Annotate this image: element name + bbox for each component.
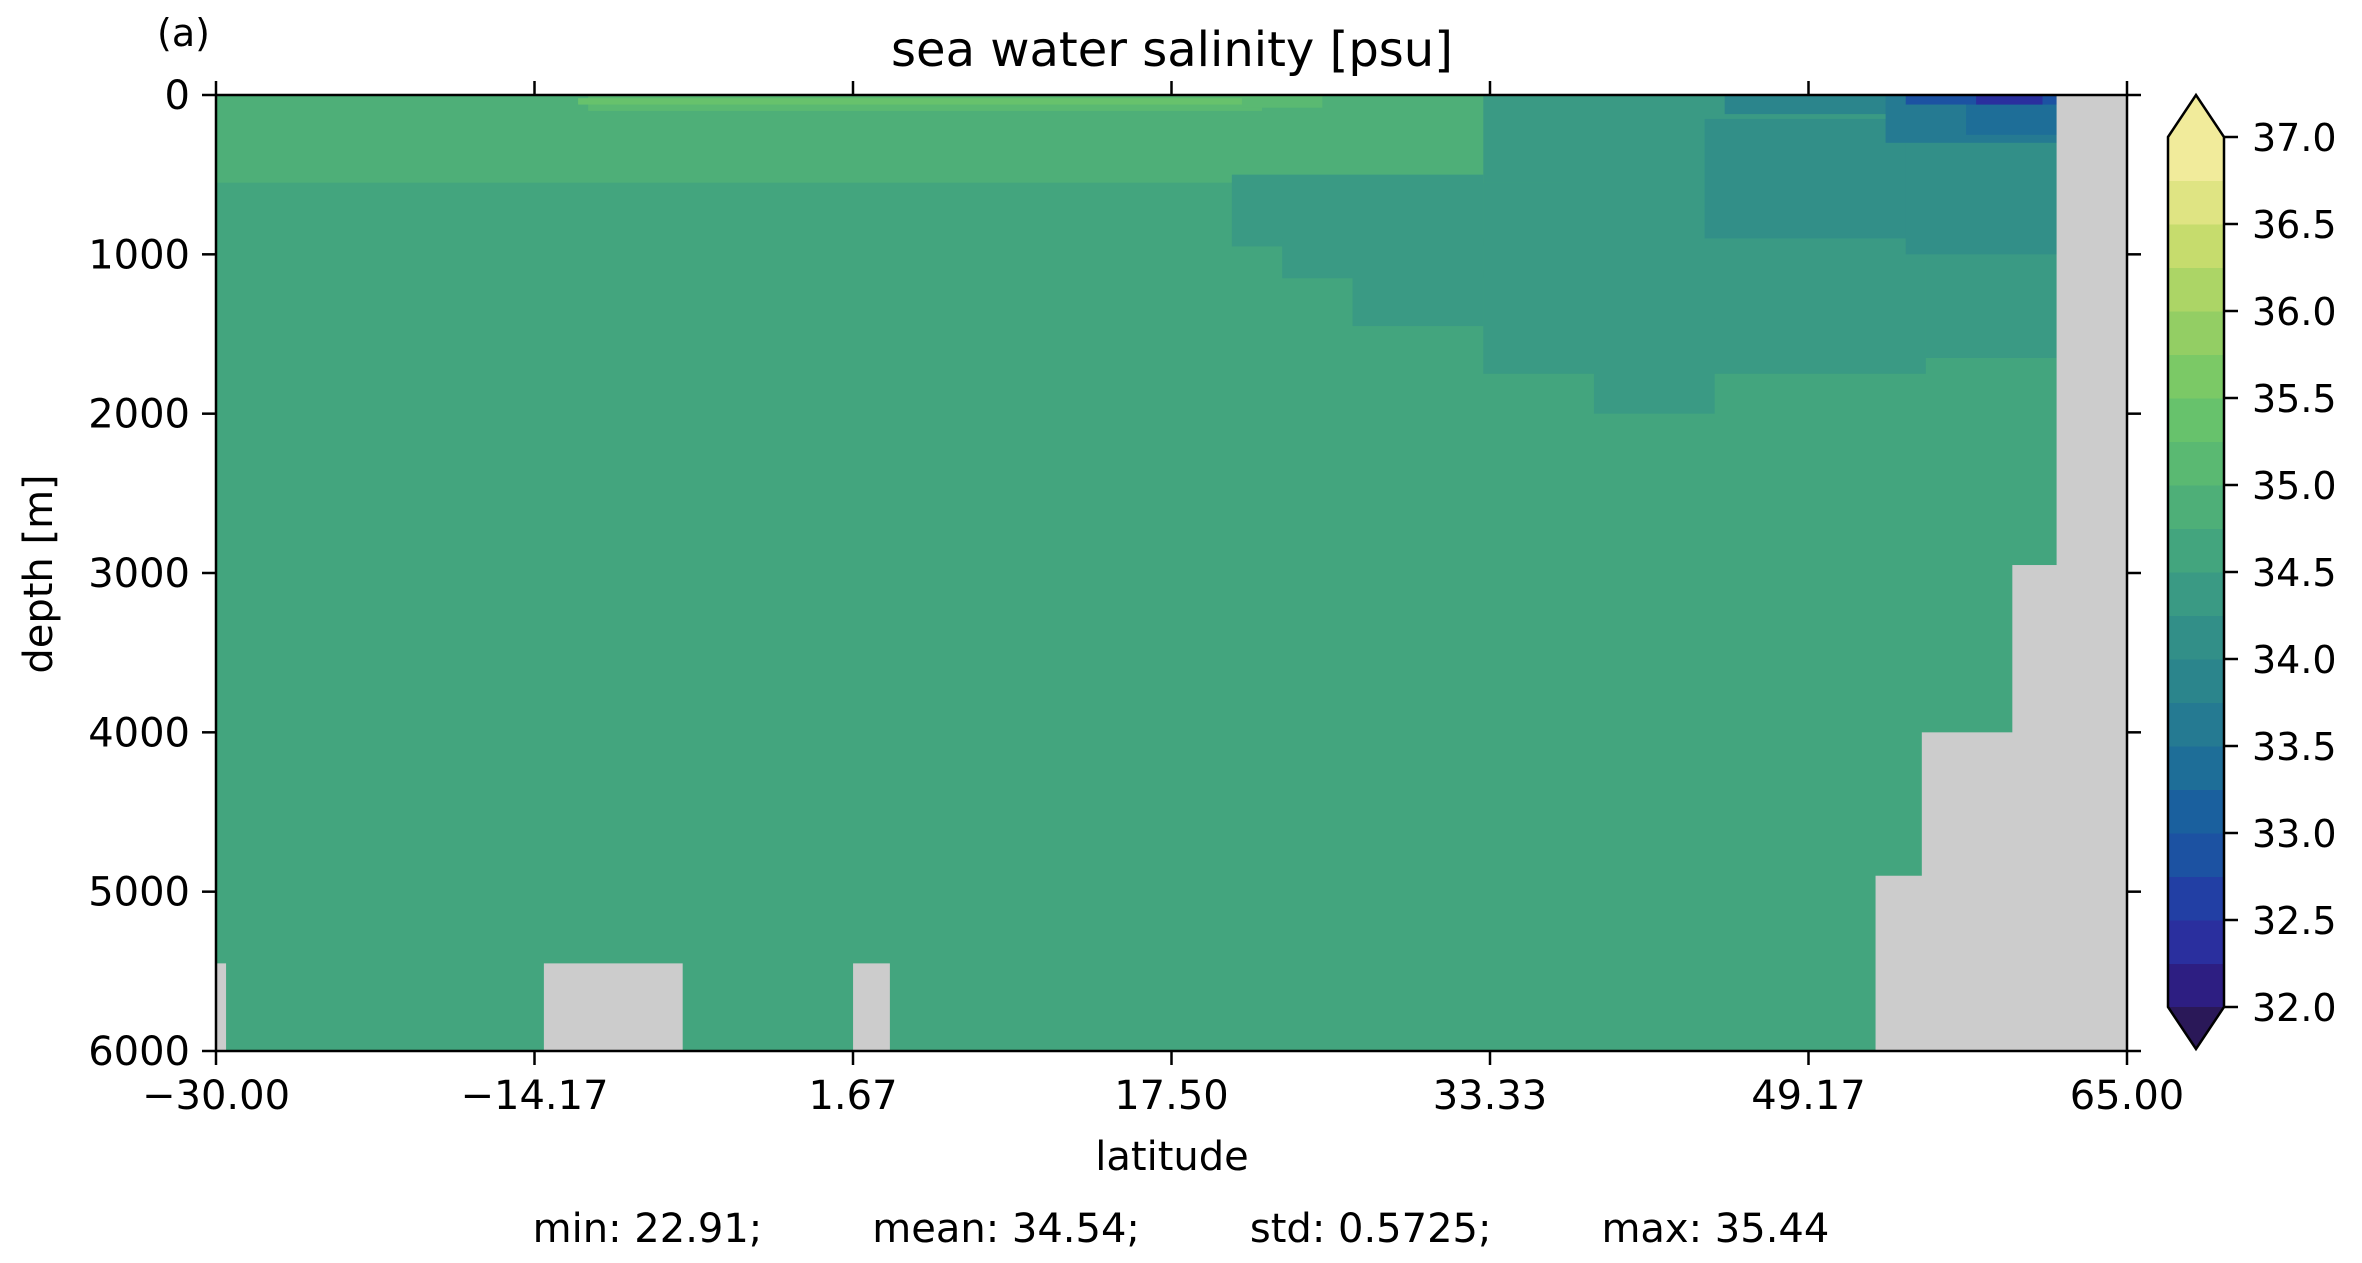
y-tick-label: 5000 <box>88 870 190 916</box>
colorbar-extend-min <box>2168 1007 2224 1049</box>
stat-min: min: 22.91; <box>532 1206 763 1252</box>
y-axis: 0 1000 2000 3000 4000 5000 6000 <box>88 73 2141 1075</box>
land-mask-1 <box>543 963 683 1051</box>
x-tick-label: 65.00 <box>2070 1073 2185 1119</box>
x-tick-label: −30.00 <box>142 1073 290 1119</box>
land-mask-2 <box>853 963 890 1051</box>
x-tick-label: 17.50 <box>1114 1073 1229 1119</box>
colorbar-tick-label: 34.5 <box>2252 551 2337 595</box>
colorbar-segment <box>2168 398 2224 442</box>
y-tick-label: 2000 <box>88 392 190 438</box>
x-axis-label: latitude <box>1095 1134 1248 1180</box>
panel-label: (a) <box>157 11 210 55</box>
colorbar-segment <box>2168 833 2224 877</box>
colorbar-segment <box>2168 441 2224 486</box>
colorbar-tick-label: 35.5 <box>2252 377 2337 421</box>
colorbar-tick-label: 36.5 <box>2252 203 2337 247</box>
salinity-region-9 <box>1593 318 1715 414</box>
x-tick-label: 49.17 <box>1751 1073 1866 1119</box>
colorbar-tick-label: 32.5 <box>2252 899 2337 943</box>
x-axis: −30.00 −14.17 1.67 17.50 33.33 49.17 65.00 <box>142 81 2184 1119</box>
colorbar-tick-label: 32.0 <box>2252 986 2337 1030</box>
colorbar-segment <box>2168 963 2224 1008</box>
colorbar-segment <box>2168 180 2224 225</box>
salinity-region-3 <box>1241 95 1323 108</box>
plot-area <box>214 93 2129 1053</box>
salinity-region-2 <box>578 98 1263 105</box>
colorbar-tick-label: 33.0 <box>2252 812 2337 856</box>
x-tick-label: −14.17 <box>460 1073 608 1119</box>
stat-mean: mean: 34.54; <box>872 1206 1140 1252</box>
colorbar-segment <box>2168 354 2224 399</box>
colorbar-segment <box>2168 572 2224 616</box>
statistics-line: min: 22.91; mean: 34.54; std: 0.5725; ma… <box>0 1206 2362 1256</box>
y-tick-label: 4000 <box>88 710 190 756</box>
colorbar-segment <box>2168 485 2224 529</box>
stat-std: std: 0.5725; <box>1249 1206 1492 1252</box>
chart-title: sea water salinity [psu] <box>891 22 1453 78</box>
colorbar-extend-max <box>2168 95 2224 137</box>
colorbar-segment <box>2168 789 2224 834</box>
land-mask-6 <box>2056 95 2127 1051</box>
y-tick-label: 6000 <box>88 1029 190 1075</box>
colorbar-segment <box>2168 920 2224 964</box>
colorbar-segment <box>2168 137 2224 181</box>
salinity-region-7 <box>1352 270 1484 327</box>
colorbar-segment <box>2168 615 2224 660</box>
land-mask-0 <box>216 963 227 1051</box>
salinity-region-18 <box>1976 95 2043 105</box>
colorbar-segment <box>2168 224 2224 268</box>
colorbar: 32.0 32.5 33.0 33.5 34.0 34.5 35.0 35.5 36.0 36.5… <box>2166 92 2337 1052</box>
salinity-region-5 <box>1231 174 1484 247</box>
colorbar-tick-label: 36.0 <box>2252 290 2337 334</box>
stat-max: max: 35.44 <box>1601 1206 1830 1252</box>
colorbar-tick-label: 34.0 <box>2252 638 2337 682</box>
colorbar-tick-label: 35.0 <box>2252 464 2337 508</box>
x-tick-label: 1.67 <box>808 1073 897 1119</box>
y-tick-label: 3000 <box>88 551 190 597</box>
colorbar-segment <box>2168 659 2224 703</box>
y-tick-label: 1000 <box>88 232 190 278</box>
colorbar-segment <box>2168 702 2224 747</box>
colorbar-segment <box>2168 746 2224 790</box>
colorbar-segment <box>2168 528 2224 573</box>
colorbar-segment <box>2168 267 2224 312</box>
colorbar-segment <box>2168 311 2224 355</box>
colorbar-segment <box>2168 876 2224 921</box>
colorbar-tick-label: 37.0 <box>2252 116 2337 160</box>
y-tick-label: 0 <box>165 73 190 119</box>
x-tick-label: 33.33 <box>1433 1073 1548 1119</box>
colorbar-tick-label: 33.5 <box>2252 725 2337 769</box>
y-axis-label: depth [m] <box>16 474 62 673</box>
